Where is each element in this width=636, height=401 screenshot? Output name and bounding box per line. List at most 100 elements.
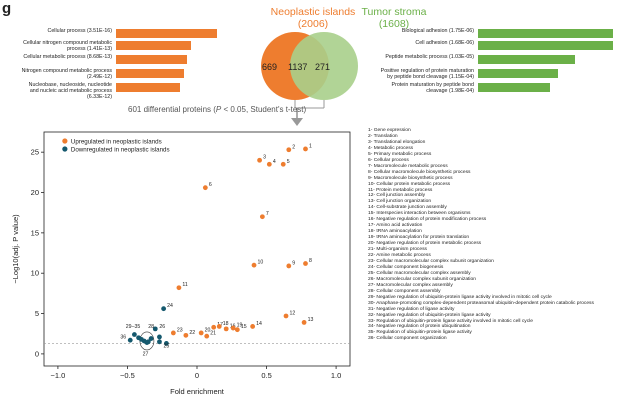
data-point bbox=[259, 214, 265, 220]
y-tick-label: 10 bbox=[31, 269, 39, 278]
right-go-bar-chart bbox=[0, 0, 1, 1]
data-point bbox=[204, 333, 210, 339]
data-point bbox=[148, 336, 154, 341]
point-label: 21 bbox=[210, 331, 216, 337]
go-term-legend-item: 35- Regulation of ubiquitin-protein liga… bbox=[368, 330, 472, 336]
go-term-legend-item: 31- Negative regulation of ligase activi… bbox=[368, 306, 455, 312]
data-point bbox=[202, 185, 208, 191]
go-term-legend-item: 11- Protein metabolic process bbox=[368, 187, 433, 193]
data-point bbox=[176, 285, 182, 291]
right-bar-label: Protein maturation by peptide bond cleav… bbox=[391, 82, 474, 95]
data-point bbox=[211, 324, 217, 330]
left-bar bbox=[116, 29, 217, 38]
data-point bbox=[266, 161, 272, 167]
go-term-legend-item: 17- Amino acid activation bbox=[368, 223, 423, 229]
y-tick-label: 0 bbox=[35, 349, 39, 358]
point-label: 2 bbox=[292, 144, 295, 150]
legend-swatch bbox=[62, 138, 68, 144]
plot-frame bbox=[43, 131, 351, 367]
point-label: 10 bbox=[258, 260, 264, 266]
left-bar bbox=[116, 83, 180, 92]
y-tick-label: 5 bbox=[35, 309, 39, 318]
differential-proteins-note: 601 differential proteins (P < 0.05, Stu… bbox=[128, 105, 306, 114]
go-term-legend-item: 10- Cellular protein metabolic process bbox=[368, 181, 451, 187]
point-label: 19 bbox=[237, 323, 243, 329]
right-bar-label: Peptide metabolic process (1.03E-05) bbox=[385, 54, 474, 60]
venn-overlap: 1137 bbox=[288, 62, 308, 72]
venn-right-count: (1608) bbox=[378, 18, 410, 30]
x-tick-label: −0.5 bbox=[120, 371, 135, 380]
point-label: 11 bbox=[182, 282, 187, 288]
data-point bbox=[157, 339, 162, 345]
arrow-head bbox=[291, 118, 303, 126]
cluster-label: 27 bbox=[143, 352, 149, 358]
diff-note-prefix: 601 differential proteins ( bbox=[128, 105, 216, 114]
go-term-legend-item: 25- Cellular macromolecular complex asse… bbox=[368, 270, 471, 276]
data-point bbox=[161, 306, 167, 312]
go-term-legend-item: 24- Cellular component biogenesis bbox=[368, 264, 444, 270]
left-bar-label: Cellular process (3.51E-16) bbox=[47, 28, 112, 34]
y-tick-label: 20 bbox=[31, 188, 39, 197]
data-point bbox=[127, 337, 133, 343]
x-tick-label: 0.5 bbox=[261, 371, 271, 380]
data-point bbox=[303, 261, 308, 266]
right-bar-label: Cell adhesion (1.68E-06) bbox=[415, 40, 474, 46]
data-point bbox=[283, 313, 289, 319]
venn-left-count: (2006) bbox=[297, 18, 329, 30]
data-point bbox=[183, 332, 189, 338]
venn-left-title: Neoplastic islands (2006) bbox=[268, 6, 358, 30]
go-term-legend-item: 8- Cellular macromolecule biosynthetic p… bbox=[368, 169, 471, 175]
point-label: 3 bbox=[263, 155, 266, 161]
y-tick-label: 25 bbox=[31, 148, 39, 157]
data-point bbox=[250, 324, 256, 329]
data-point bbox=[286, 147, 292, 153]
right-bar-label: Biological adhesion (1.75E-06) bbox=[401, 28, 474, 34]
go-term-legend-item: 2- Translation bbox=[368, 133, 398, 139]
cluster-label: 25 bbox=[164, 343, 170, 349]
x-tick-label: −1.0 bbox=[51, 371, 66, 380]
go-term-legend-item: 7- Macromolecule metabolic process bbox=[368, 163, 448, 169]
data-point bbox=[230, 325, 236, 331]
go-term-legend-item: 32- Negative regulation of ubiquitin-pro… bbox=[368, 312, 491, 318]
left-bar-label: Nitrogen compound metabolic process (2.4… bbox=[21, 68, 112, 81]
left-bar bbox=[116, 69, 184, 78]
venn-right-only: 271 bbox=[315, 62, 331, 72]
go-term-legend-item: 9- Macromolecule biosynthetic process bbox=[368, 175, 453, 181]
go-term-legend-item: 5- Primary metabolic process bbox=[368, 151, 432, 157]
point-label: 7 bbox=[266, 211, 269, 217]
right-bar bbox=[478, 41, 613, 50]
go-term-legend-item: 16- Negative regulation of protein modif… bbox=[368, 217, 487, 223]
point-label: 18 bbox=[223, 321, 229, 327]
diff-note-suffix: < 0.05, Student's t-test) bbox=[221, 105, 307, 114]
point-label: 1 bbox=[309, 143, 312, 149]
right-bar bbox=[478, 55, 576, 64]
data-point bbox=[301, 320, 307, 325]
venn-left-title-text: Neoplastic islands bbox=[270, 6, 356, 18]
data-point bbox=[257, 157, 262, 163]
left-bar-label: Nucleobase, nucleoside, nucleotide and n… bbox=[28, 82, 112, 101]
venn-left-only: 669 bbox=[262, 62, 278, 72]
go-term-legend-item: 23- Cellular macromolecular complex subu… bbox=[368, 258, 494, 264]
data-point bbox=[145, 339, 151, 345]
go-term-legend-item: 29- Negative regulation of ubiquitin-pro… bbox=[368, 294, 552, 300]
go-term-legend-item: 30- Anaphase-promoting complex-dependent… bbox=[368, 300, 594, 306]
venn-diagram bbox=[261, 32, 358, 126]
go-term-legend-item: 28- Cellular component assembly bbox=[368, 288, 441, 294]
point-label: 14 bbox=[256, 321, 262, 327]
point-label: 20 bbox=[205, 327, 211, 333]
data-point bbox=[141, 338, 147, 344]
point-label: 5 bbox=[287, 159, 290, 165]
go-term-legend-item: 3- Translational elongation bbox=[368, 139, 426, 145]
go-term-legend-item: 36- Cellular component organization bbox=[368, 336, 447, 342]
data-point bbox=[216, 324, 222, 329]
x-tick-label: 1.0 bbox=[331, 371, 341, 380]
left-bar bbox=[116, 55, 187, 64]
data-point bbox=[251, 262, 257, 268]
go-term-legend-item: 4- Metabolic process bbox=[368, 145, 414, 151]
panel-label: g bbox=[2, 0, 12, 17]
y-axis-label: −Log10(adj. P value) bbox=[11, 214, 20, 284]
point-label: 22 bbox=[189, 330, 195, 336]
go-term-legend-item: 6- Cellular process bbox=[368, 157, 409, 163]
data-point bbox=[234, 327, 240, 333]
